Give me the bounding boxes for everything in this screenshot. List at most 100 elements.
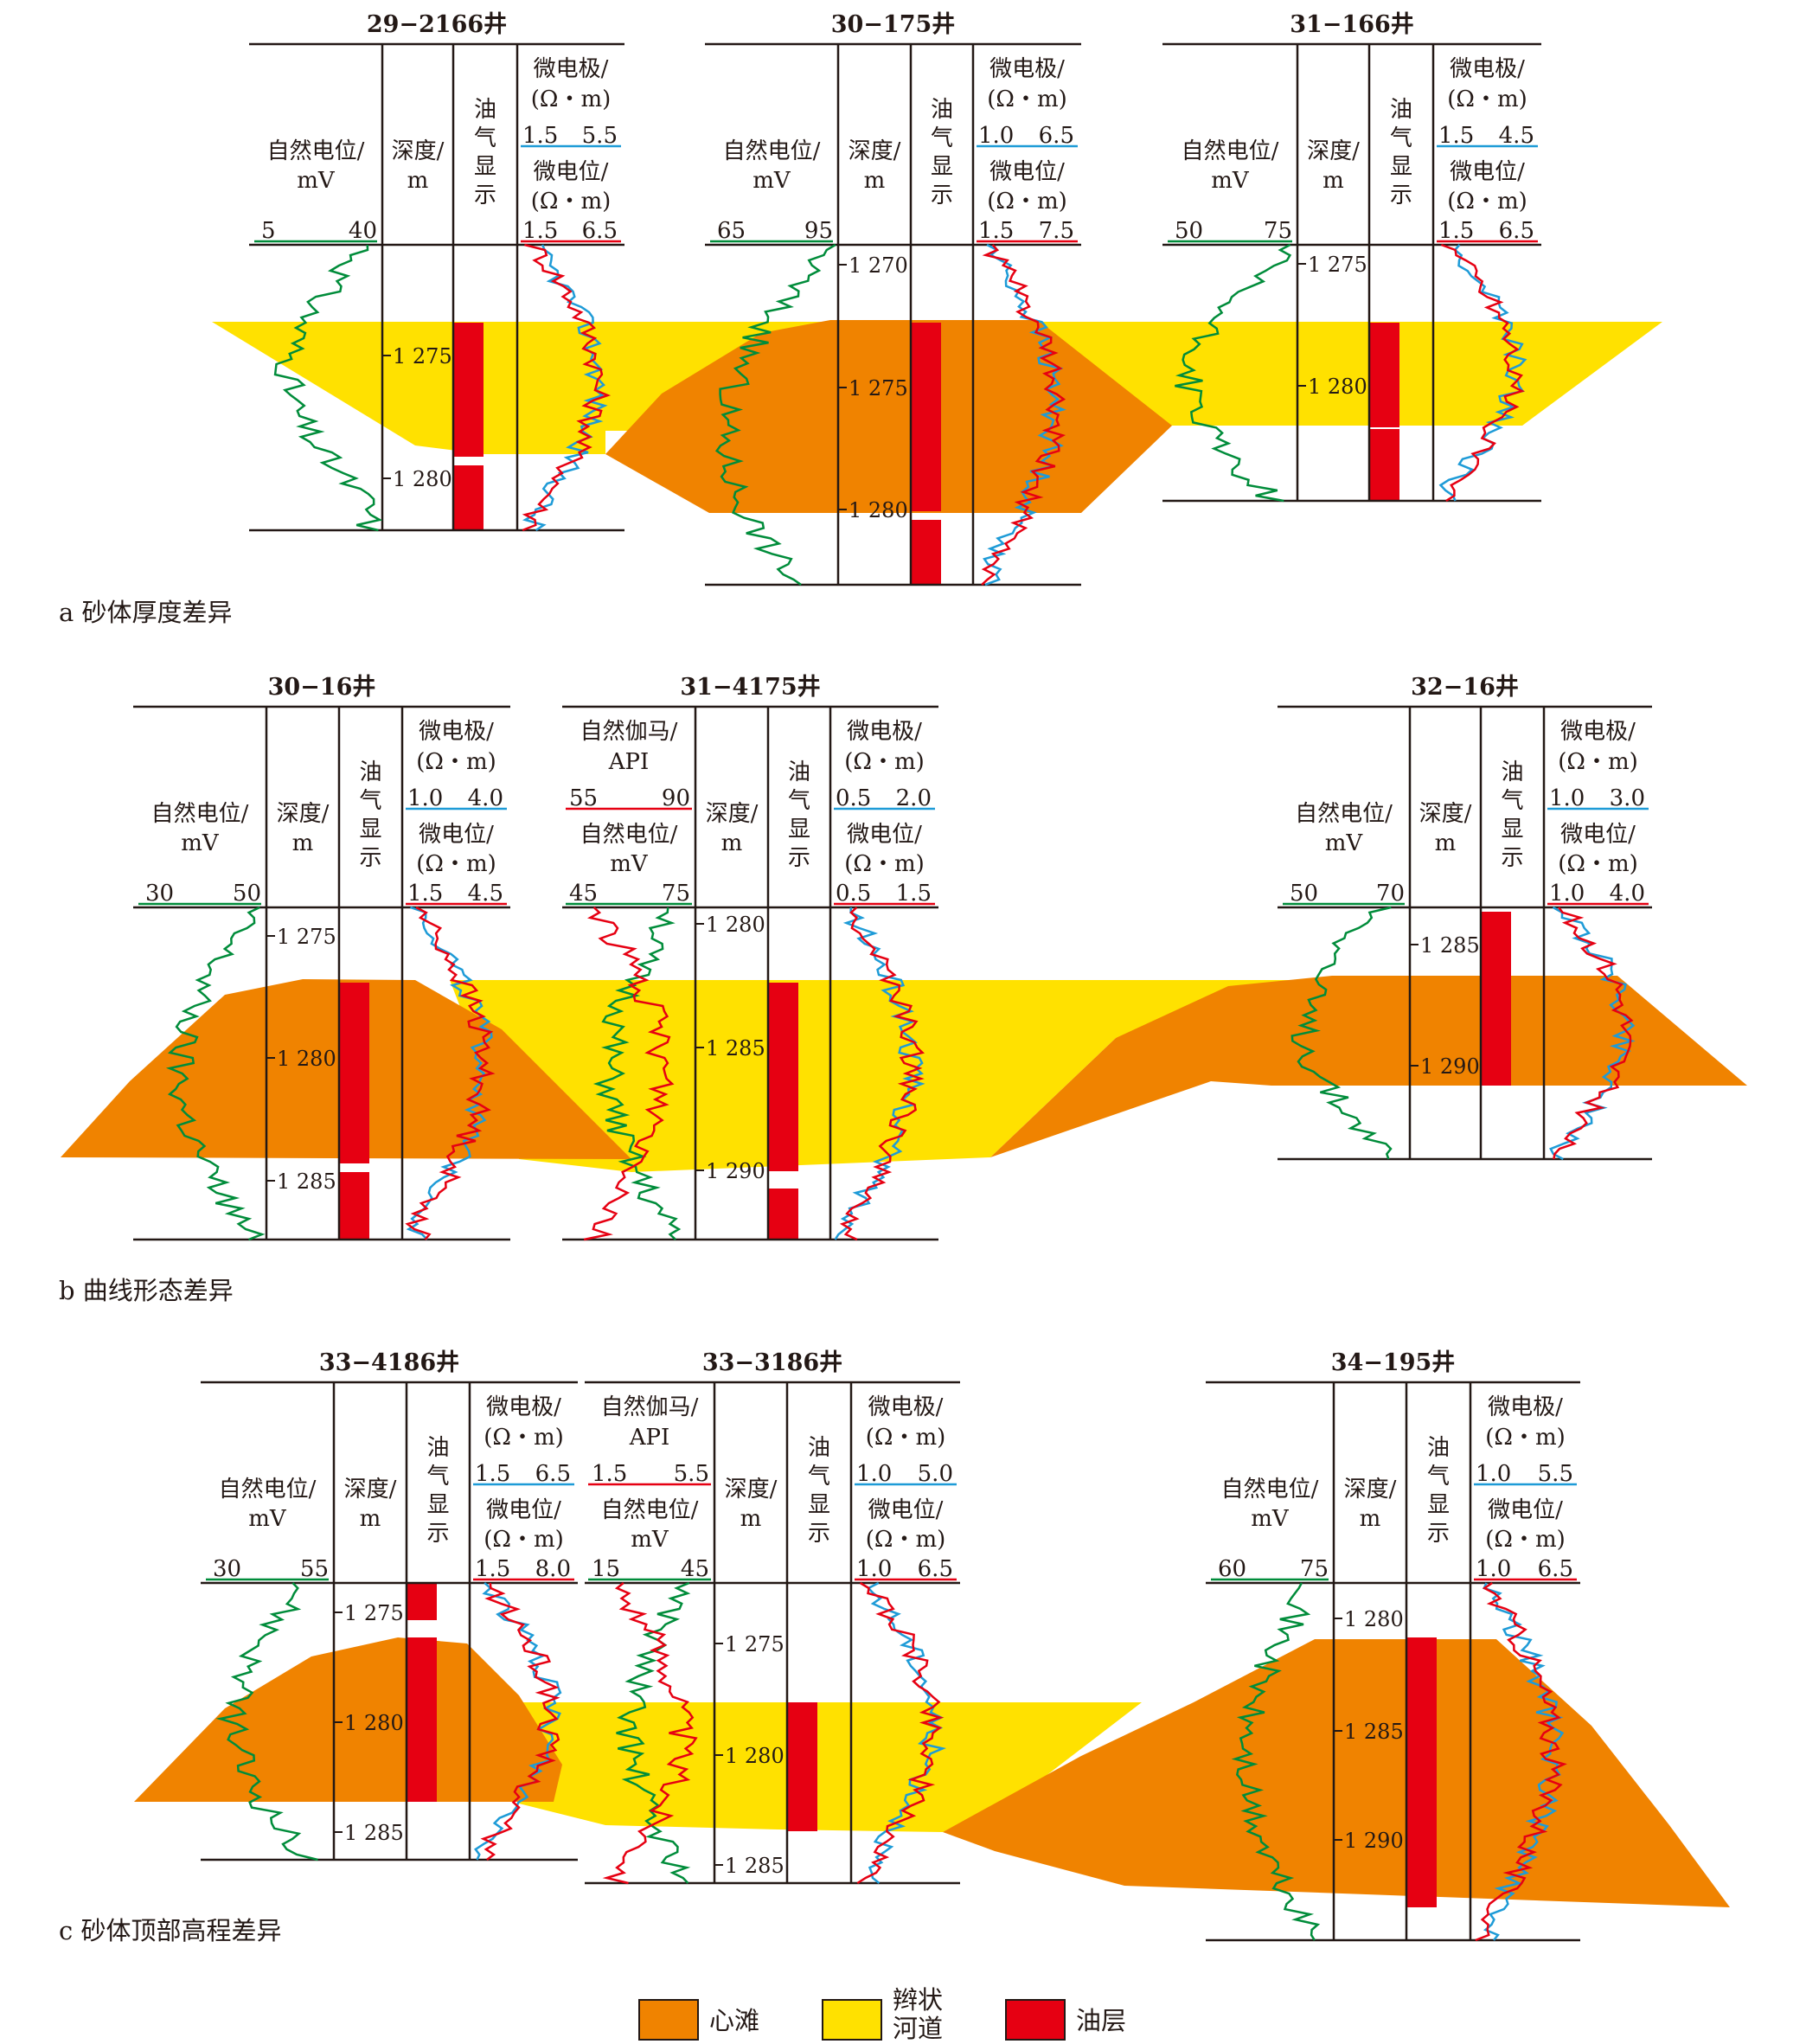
sp-header: 自然电位/ [151, 801, 249, 827]
micro-potential-curve [981, 244, 1066, 586]
depth-label: 1 280 [393, 467, 452, 491]
sp-curve [714, 243, 836, 586]
well-name: 30−16井 [268, 674, 376, 701]
micro-potential-header: 微电位/ [1560, 822, 1636, 848]
micro-potential-unit: (Ω・m) [531, 189, 612, 215]
center-bar-body [990, 976, 1747, 1157]
sp-max: 75 [662, 881, 690, 907]
well-name: 33−3186井 [702, 1349, 842, 1376]
micro-potential-header: 微电位/ [1488, 1497, 1563, 1523]
caption-panel-c: c 砂体顶部高程差异 [59, 1916, 281, 1945]
depth-unit: m [1360, 1506, 1381, 1532]
sp-curve [273, 244, 383, 532]
depth-label: 1 280 [1344, 1607, 1404, 1631]
me-max: 4.0 [468, 785, 503, 811]
micro-potential-curve [1475, 1581, 1567, 1942]
oil-layer-bar [339, 1172, 369, 1240]
me-min: 1.5 [1438, 123, 1474, 149]
oil-show-header: 示 [359, 845, 381, 871]
sp-min: 60 [1218, 1556, 1246, 1582]
micro-electrode-unit: (Ω・m) [1558, 749, 1638, 775]
sp-max: 50 [233, 881, 261, 907]
legend: 心滩 辫状 河道 油层 [638, 1985, 1126, 2043]
well-name: 31−166井 [1290, 11, 1414, 38]
depth-header: 深度/ [1344, 1477, 1397, 1503]
micro-potential-unit: (Ω・m) [484, 1527, 564, 1553]
me-max: 6.5 [535, 1461, 571, 1487]
well-name: 33−4186井 [319, 1349, 459, 1376]
sp-curve [215, 1582, 318, 1861]
depth-header: 深度/ [725, 1477, 778, 1503]
sp-min: 45 [569, 881, 598, 907]
depth-unit: m [864, 168, 886, 194]
mp-max: 8.0 [535, 1556, 571, 1582]
oil-show-header: 显 [1427, 1492, 1450, 1518]
oil-layer-bar [911, 520, 941, 585]
well-name: 32−16井 [1411, 674, 1519, 701]
depth-unit: m [1322, 168, 1344, 194]
center-bar-body [943, 1639, 1730, 1907]
oil-layer-bar [768, 1189, 798, 1240]
oil-show-header: 油 [1427, 1435, 1450, 1461]
depth-header: 深度/ [1419, 801, 1472, 827]
depth-label: 1 275 [1308, 253, 1367, 277]
micro-electrode-header: 微电极/ [486, 1394, 561, 1420]
oil-show-header: 示 [1390, 183, 1412, 208]
depth-label: 1 290 [1344, 1829, 1404, 1853]
sp-header: 自然电位/ [1295, 801, 1393, 827]
micro-electrode-header: 微电极/ [989, 56, 1065, 82]
micro-potential-header: 微电位/ [847, 822, 922, 848]
mp-max: 6.5 [1538, 1556, 1573, 1582]
sp-min: 5 [261, 218, 276, 244]
sp-max: 75 [1300, 1556, 1329, 1582]
depth-label: 1 280 [849, 498, 908, 522]
oil-layer-bar [911, 323, 941, 511]
sp-curve [616, 1581, 691, 1884]
micro-potential-unit: (Ω・m) [1558, 851, 1638, 877]
oil-layer-bar [787, 1702, 817, 1831]
oil-show-header: 气 [1427, 1464, 1450, 1490]
mp-max: 6.5 [918, 1556, 953, 1582]
me-max: 5.5 [1538, 1461, 1573, 1487]
micro-electrode-unit: (Ω・m) [484, 1425, 564, 1451]
oil-show-header: 显 [474, 154, 496, 180]
gr-max: 90 [662, 785, 690, 811]
micro-potential-curve [405, 906, 496, 1240]
me-min: 0.5 [836, 785, 871, 811]
legend-label-oil-layer: 油层 [1076, 2006, 1126, 2035]
sp-min: 15 [592, 1556, 620, 1582]
oil-show-header: 油 [788, 759, 810, 785]
me-max: 2.0 [896, 785, 932, 811]
oil-show-header: 气 [1390, 125, 1412, 151]
center-bar-body [134, 1637, 562, 1802]
sp-header: 自然电位/ [580, 822, 678, 848]
depth-label: 1 275 [393, 344, 452, 368]
center-bar-body [605, 320, 1172, 513]
micro-potential-curve [1440, 243, 1526, 503]
me-min: 1.0 [978, 123, 1014, 149]
mp-min: 0.5 [836, 881, 871, 907]
sp-min: 50 [1175, 218, 1203, 244]
mp-min: 1.5 [475, 1556, 510, 1582]
oil-layer-bar [407, 1637, 437, 1802]
sp-unit: mV [1325, 830, 1364, 856]
panel-c-sand-bodies [134, 1637, 1730, 1907]
sp-unit: mV [1211, 168, 1250, 194]
micro-potential-header: 微电位/ [486, 1497, 561, 1523]
me-max: 3.0 [1610, 785, 1645, 811]
micro-electrode-curve [834, 907, 925, 1240]
well-name: 34−195井 [1331, 1349, 1456, 1376]
depth-label: 1 275 [344, 1601, 404, 1625]
depth-unit: m [292, 830, 314, 856]
depth-label: 1 280 [344, 1711, 404, 1735]
micro-electrode-header: 微电极/ [1560, 719, 1636, 745]
me-max: 5.0 [918, 1461, 953, 1487]
micro-electrode-curve [1438, 244, 1527, 502]
micro-electrode-curve [983, 243, 1066, 586]
oil-show-header: 气 [1501, 788, 1523, 814]
sp-curve [165, 906, 266, 1241]
me-min: 1.0 [1549, 785, 1585, 811]
